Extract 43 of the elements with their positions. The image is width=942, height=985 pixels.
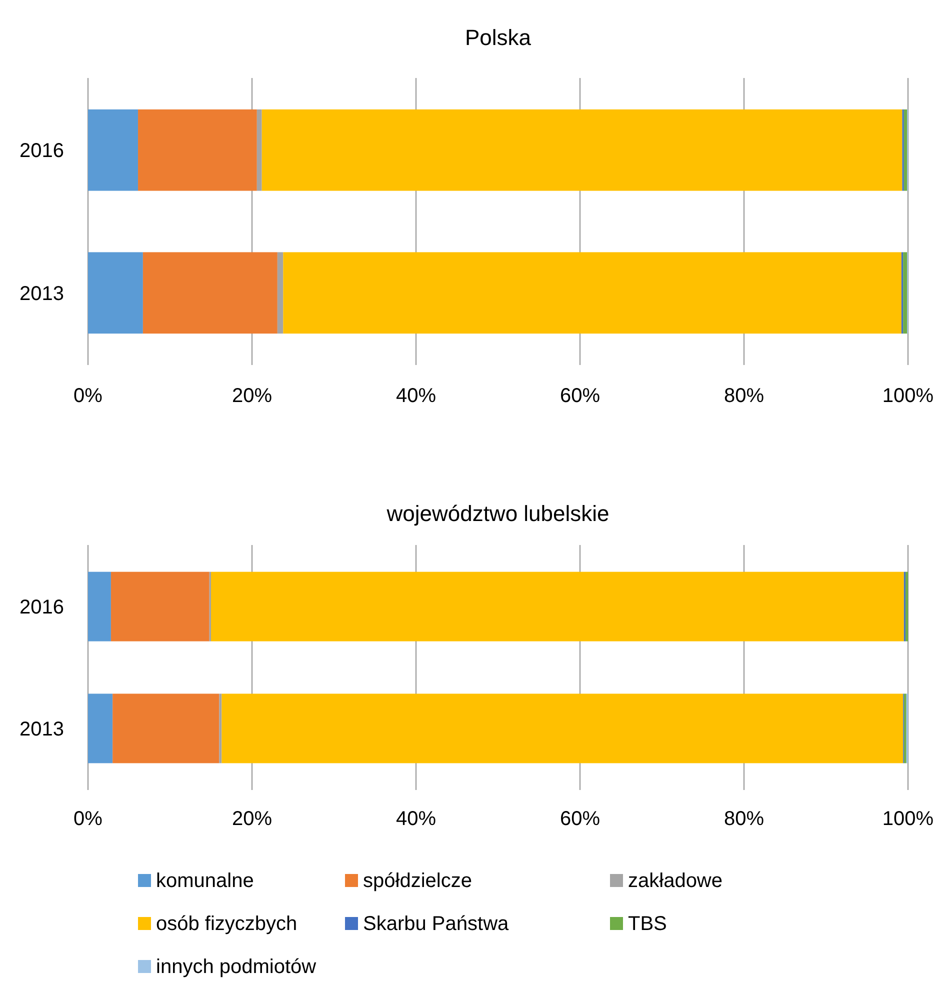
x-tick-label: 40% bbox=[396, 808, 436, 830]
bar bbox=[277, 252, 284, 334]
bar bbox=[112, 694, 220, 764]
y-tick-label: 2013 bbox=[20, 282, 64, 305]
x-tick-label: 80% bbox=[724, 808, 764, 830]
bar bbox=[88, 109, 138, 191]
chart-title: Polska bbox=[464, 25, 532, 50]
legend-label: Skarbu Państwa bbox=[363, 913, 510, 935]
legend-label: spółdzielcze bbox=[363, 870, 472, 892]
bar bbox=[142, 252, 278, 334]
bar bbox=[283, 252, 902, 334]
y-tick-label: 2013 bbox=[20, 718, 64, 740]
y-tick-label: 2016 bbox=[20, 140, 64, 162]
x-tick-label: 0% bbox=[74, 808, 103, 830]
bar bbox=[88, 252, 143, 334]
x-tick-label: 40% bbox=[396, 385, 436, 407]
bar bbox=[256, 109, 262, 191]
x-tick-label: 80% bbox=[724, 385, 764, 407]
legend-label: innych podmiotów bbox=[156, 956, 317, 978]
x-tick-label: 100% bbox=[882, 385, 934, 407]
legend-label: TBS bbox=[628, 913, 667, 935]
chart-title: województwo lubelskie bbox=[386, 501, 610, 526]
bar bbox=[138, 109, 257, 191]
y-tick-label: 2016 bbox=[20, 596, 64, 619]
legend-label: zakładowe bbox=[628, 870, 723, 892]
x-tick-label: 60% bbox=[560, 808, 600, 830]
bar bbox=[110, 572, 210, 642]
bar bbox=[222, 694, 904, 764]
x-tick-label: 60% bbox=[560, 385, 600, 407]
x-tick-label: 100% bbox=[882, 808, 934, 830]
bar bbox=[211, 572, 904, 642]
bar bbox=[262, 109, 902, 191]
legend-label: osób fizyczbych bbox=[156, 913, 298, 935]
legend-label: komunalne bbox=[156, 870, 254, 892]
x-tick-label: 20% bbox=[232, 808, 272, 830]
bar bbox=[904, 694, 906, 764]
bar bbox=[903, 252, 908, 334]
x-tick-label: 20% bbox=[232, 385, 272, 407]
bar bbox=[88, 572, 111, 642]
bar bbox=[904, 109, 908, 191]
bar bbox=[88, 694, 113, 764]
bar bbox=[219, 694, 222, 764]
x-tick-label: 0% bbox=[74, 385, 103, 407]
